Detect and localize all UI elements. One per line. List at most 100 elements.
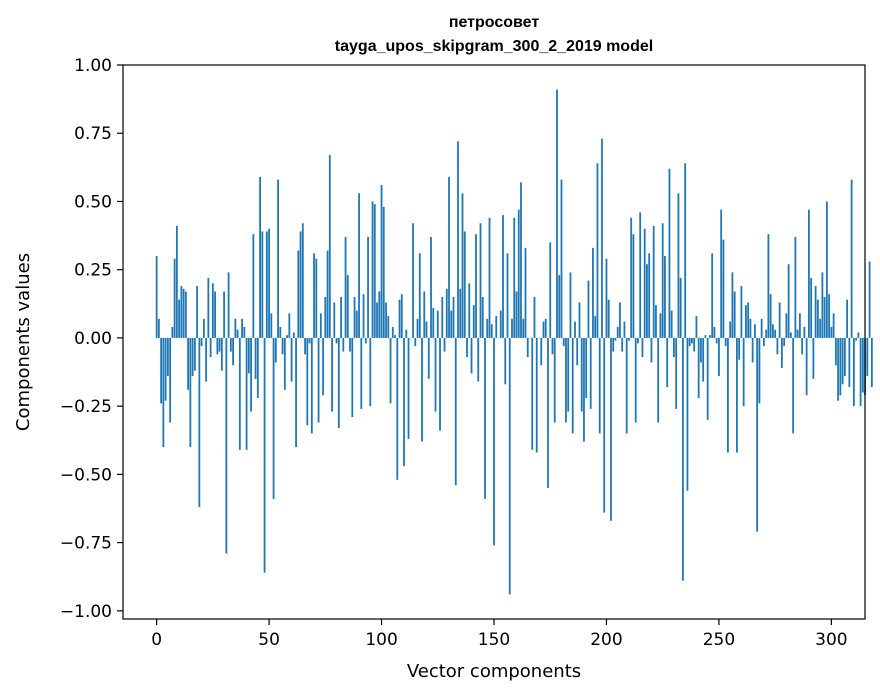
bar <box>243 326 246 338</box>
bar <box>697 337 700 398</box>
bar <box>758 337 761 404</box>
bar <box>511 318 513 338</box>
bar <box>787 264 790 338</box>
bar <box>780 337 783 368</box>
bar <box>407 337 410 439</box>
bar <box>310 337 313 434</box>
bar <box>796 329 799 338</box>
bar <box>641 337 644 358</box>
bar <box>706 337 709 420</box>
bar <box>533 296 536 338</box>
bar <box>211 283 214 338</box>
bar <box>655 305 657 338</box>
bar <box>389 337 392 404</box>
bar <box>630 217 633 338</box>
bar <box>351 337 354 418</box>
y-tick-label: −0.75 <box>60 534 112 554</box>
bar <box>834 337 837 366</box>
bar <box>745 305 747 338</box>
bar <box>504 337 507 385</box>
bar <box>322 337 324 396</box>
bar <box>454 337 457 486</box>
bar <box>794 236 797 338</box>
bar <box>324 296 327 338</box>
bar <box>772 324 774 338</box>
bar <box>637 337 639 344</box>
bar <box>643 228 646 338</box>
bar <box>738 337 741 360</box>
bar <box>380 185 383 338</box>
bar <box>814 286 817 338</box>
bar <box>340 296 342 338</box>
bar <box>223 291 225 338</box>
bar <box>560 179 563 338</box>
x-axis-label: Vector components <box>407 661 581 682</box>
bar <box>848 337 851 388</box>
bar <box>751 337 754 363</box>
bar <box>652 226 655 338</box>
bar <box>369 337 372 407</box>
y-tick-label: 0.75 <box>74 124 112 144</box>
bar <box>371 201 374 338</box>
bar <box>405 329 408 338</box>
bar <box>857 332 860 338</box>
bar <box>736 337 738 453</box>
bar <box>682 337 684 581</box>
bar <box>832 313 835 338</box>
bar <box>506 253 509 338</box>
bar <box>218 337 221 352</box>
bar <box>837 337 840 401</box>
bar <box>774 329 777 338</box>
bar <box>173 258 176 338</box>
bar <box>517 209 520 338</box>
bar <box>166 337 169 377</box>
bar <box>855 337 858 341</box>
bar <box>171 326 174 338</box>
y-tick-label: −0.25 <box>60 397 112 417</box>
bar <box>598 337 601 434</box>
bar <box>232 337 234 366</box>
bar <box>870 337 873 388</box>
bar <box>421 337 423 442</box>
bar <box>288 313 291 338</box>
bar <box>776 337 779 355</box>
bar <box>191 337 194 377</box>
bar <box>391 326 394 338</box>
bar <box>574 321 576 338</box>
bar <box>720 209 723 338</box>
bar <box>193 337 196 371</box>
bar <box>423 291 426 338</box>
bar <box>259 176 261 338</box>
bar <box>466 337 468 358</box>
bar <box>394 335 396 338</box>
bar <box>610 337 612 521</box>
bar <box>306 337 309 426</box>
bar <box>157 318 160 338</box>
bar <box>441 296 444 338</box>
bar <box>722 239 725 338</box>
bar <box>360 337 363 409</box>
bar <box>434 337 437 412</box>
bar <box>650 337 653 363</box>
bar <box>398 299 401 338</box>
bar <box>783 337 786 347</box>
bar <box>628 337 630 341</box>
y-tick-label: 0.25 <box>74 261 112 281</box>
bar <box>220 337 223 371</box>
bar <box>488 217 491 338</box>
bar <box>169 337 172 423</box>
bar <box>155 256 158 338</box>
bar <box>418 253 421 338</box>
bar <box>301 223 304 338</box>
bar <box>861 337 864 393</box>
bar <box>481 296 484 338</box>
bar <box>769 294 772 338</box>
bar <box>403 337 405 467</box>
bar <box>592 247 594 338</box>
bar <box>236 329 239 338</box>
bar <box>531 337 534 450</box>
bar <box>290 337 293 382</box>
bar <box>711 253 714 338</box>
bar <box>317 337 320 423</box>
x-axis: 0 50 100 150 200 250 300 <box>151 619 848 650</box>
